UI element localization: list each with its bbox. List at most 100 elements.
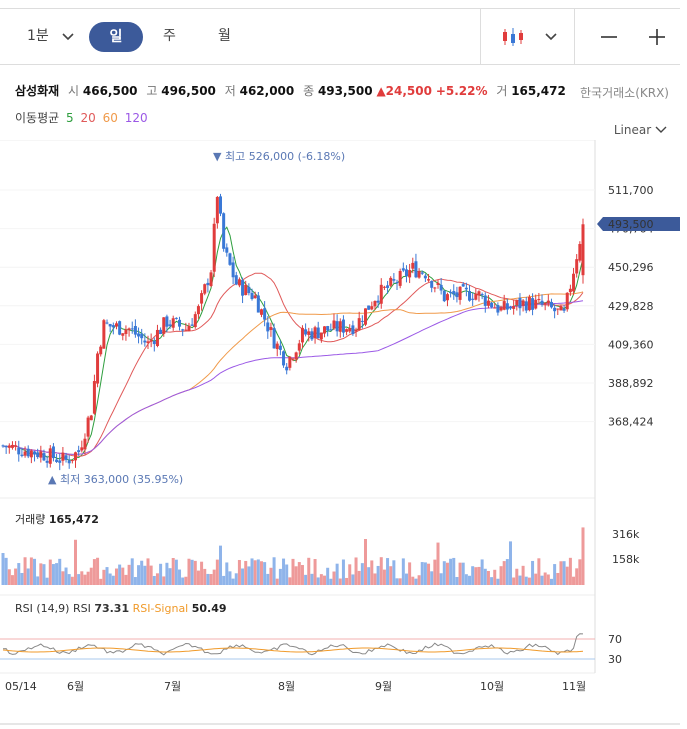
- candle-body: [411, 262, 415, 269]
- timeframe-day[interactable]: 일: [89, 22, 143, 52]
- volume-bar: [527, 577, 531, 585]
- volume-bar: [272, 557, 276, 585]
- volume-bar: [159, 563, 163, 585]
- candle-body: [33, 451, 37, 455]
- change-amount: 24,500: [385, 84, 432, 98]
- up-triangle-icon: ▲: [376, 84, 386, 98]
- ma-line-20: [2, 272, 584, 457]
- candle-body: [471, 298, 475, 300]
- ma-120[interactable]: 120: [124, 111, 148, 125]
- candle-body: [345, 329, 349, 332]
- volume-bar: [140, 560, 144, 585]
- chevron-down-icon[interactable]: [50, 9, 86, 64]
- zoom-out-icon[interactable]: [589, 9, 629, 64]
- candle-body: [99, 346, 103, 355]
- volume-bar: [266, 573, 270, 585]
- candle-body: [367, 305, 371, 310]
- volume-bar: [575, 568, 579, 585]
- timeframe-week[interactable]: 주: [163, 28, 176, 44]
- volume-bar: [130, 558, 134, 585]
- volume-bar: [483, 568, 487, 585]
- ma-60[interactable]: 60: [102, 111, 118, 125]
- volume-bar: [200, 561, 204, 585]
- volume-bar: [332, 571, 336, 585]
- volume-bar: [174, 559, 178, 585]
- date-tick-label: 05/14: [5, 680, 37, 693]
- volume-tick-label: 158k: [612, 553, 640, 566]
- candle-body: [162, 317, 166, 334]
- date-tick-label: 11월: [562, 680, 586, 693]
- candlestick-icon[interactable]: [493, 9, 533, 64]
- candle-body: [26, 448, 30, 457]
- candle-body: [323, 326, 327, 334]
- volume-bar: [373, 573, 377, 585]
- volume-bar: [474, 567, 478, 585]
- volume-bar: [234, 573, 238, 585]
- ma-5[interactable]: 5: [66, 111, 74, 125]
- timeframe-month[interactable]: 월: [218, 28, 231, 44]
- date-tick-label: 6월: [67, 680, 84, 693]
- volume-bar: [480, 559, 484, 585]
- candle-body: [294, 352, 298, 360]
- open-price: 466,500: [82, 84, 138, 98]
- candle-body: [382, 286, 386, 288]
- volume-bar: [23, 557, 27, 585]
- price-chart[interactable]: 거래량 165,472 316k 158k RSI (14,9) RSI 73.31…: [0, 140, 687, 729]
- rsi-signal-value: 50.49: [192, 602, 227, 615]
- volume-bar: [215, 559, 219, 585]
- candle-body: [215, 196, 219, 224]
- candle-body: [449, 292, 453, 294]
- volume-bar: [181, 577, 185, 585]
- candle-body: [433, 287, 437, 289]
- candle-body: [212, 223, 216, 272]
- volume-bar: [74, 539, 77, 585]
- scale-mode-select[interactable]: Linear: [614, 123, 667, 137]
- candle-body: [275, 343, 279, 350]
- volume-bar: [26, 568, 30, 585]
- candle-body: [36, 452, 40, 458]
- volume-value: 165,472: [511, 84, 566, 98]
- volume-bar: [143, 565, 147, 585]
- volume-bar: [184, 576, 188, 585]
- volume-bar: [58, 558, 62, 585]
- quote-line: 삼성화재 시 466,500 고 496,500 저 462,000 종 493…: [15, 84, 566, 98]
- candle-body: [379, 284, 383, 304]
- volume-bar: [376, 565, 380, 585]
- candle-body: [219, 196, 222, 214]
- candle-body: [39, 451, 43, 458]
- volume-bar: [83, 574, 87, 585]
- volume-bar: [458, 562, 462, 585]
- candle-body: [23, 451, 27, 456]
- volume-bar: [80, 571, 84, 585]
- candle-body: [493, 307, 497, 309]
- volume-bar: [468, 575, 472, 585]
- candle-body: [458, 286, 462, 300]
- volume-bar: [445, 562, 449, 585]
- candle-body: [80, 447, 84, 451]
- volume-bar: [206, 573, 210, 585]
- timeframe-1min[interactable]: 1분: [27, 28, 49, 44]
- candle-body: [307, 331, 311, 335]
- candle-body: [490, 302, 494, 308]
- volume-bar: [250, 558, 254, 585]
- volume-bar: [509, 541, 512, 585]
- price-tick-label: 409,360: [608, 338, 654, 351]
- price-tick-label: 388,892: [608, 377, 654, 390]
- volume-bar: [33, 558, 37, 585]
- volume-bar: [225, 562, 229, 585]
- candle-body: [124, 329, 128, 334]
- volume-bar: [436, 542, 440, 585]
- candle-body: [140, 333, 144, 339]
- ma-20[interactable]: 20: [80, 111, 96, 125]
- candle-body: [480, 294, 484, 296]
- current-price-tag: [597, 217, 680, 231]
- candle-body: [499, 307, 503, 311]
- volume-bar: [549, 578, 553, 585]
- candle-body: [17, 447, 21, 455]
- low-marker-label: ▲ 최저 363,000 (35.95%): [48, 473, 183, 486]
- candle-body: [326, 326, 330, 331]
- chevron-down-icon[interactable]: [533, 9, 569, 64]
- rsi-signal-label: RSI-Signal: [129, 602, 192, 615]
- candle-body: [61, 452, 65, 461]
- zoom-in-icon[interactable]: [637, 9, 677, 64]
